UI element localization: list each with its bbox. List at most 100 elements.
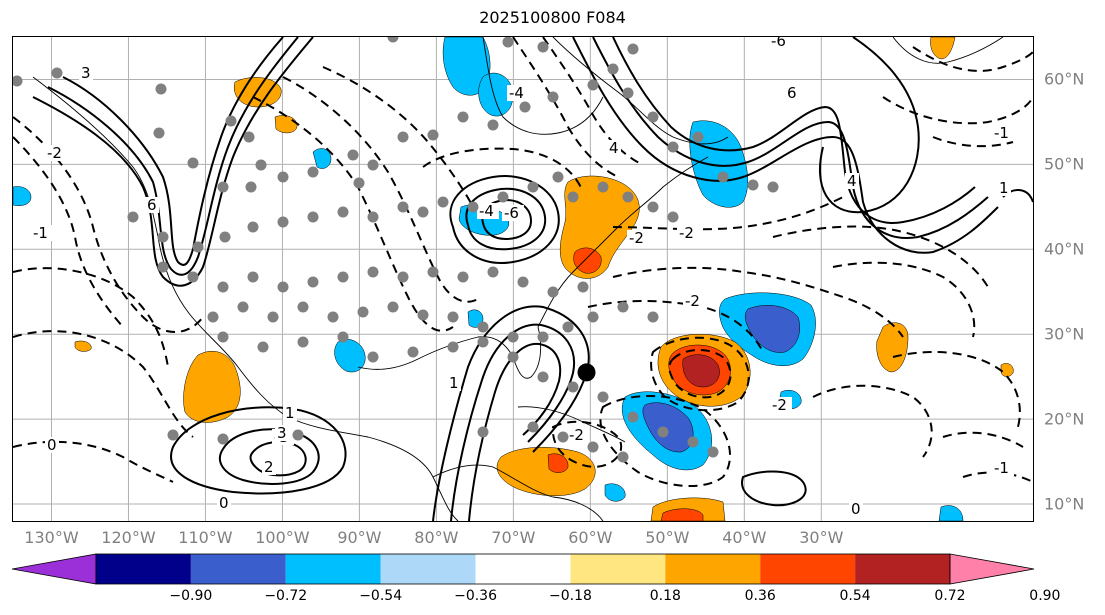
- station-dot: [353, 177, 365, 189]
- station-dot: [487, 266, 499, 278]
- contour-label: -1: [994, 124, 1009, 142]
- contour-label: 1: [999, 179, 1009, 197]
- station-dot: [237, 301, 249, 313]
- latitude-label: 40°N: [1044, 239, 1085, 259]
- shade-medblue-atlantic: [744, 305, 801, 353]
- station-dot: [297, 301, 309, 313]
- contour-label-bg: [447, 375, 461, 391]
- contour-dashed: [599, 395, 732, 488]
- contour-solid: [432, 305, 590, 521]
- contour-solid: [818, 37, 920, 214]
- shade-blue-newfoundland: [689, 120, 748, 208]
- station-dot: [367, 159, 379, 171]
- station-dot: [397, 201, 409, 213]
- station-dot: [597, 391, 609, 403]
- contour-dashed: [942, 431, 1024, 448]
- contour-label: 6: [147, 196, 157, 214]
- station-dot: [51, 67, 63, 79]
- colorbar-segment: [665, 554, 761, 584]
- contour-dashed: [422, 147, 584, 193]
- station-dot: [517, 276, 529, 288]
- station-dot: [292, 429, 304, 441]
- station-dot: [347, 149, 359, 161]
- colorbar-segment: [190, 554, 286, 584]
- station-dot: [747, 179, 759, 191]
- station-dot: [587, 441, 599, 453]
- shade-darkred-hurricane: [682, 354, 720, 388]
- station-dot: [692, 131, 704, 143]
- contour-dashed: [13, 116, 204, 333]
- station-dot: [427, 266, 439, 278]
- contour-label: 3: [277, 424, 287, 442]
- station-dot: [447, 341, 459, 353]
- colorbar-segment: [760, 554, 856, 584]
- station-dot: [622, 87, 634, 99]
- shade-blue-plains: [312, 148, 332, 169]
- station-dot: [507, 331, 519, 343]
- station-dot: [207, 311, 219, 323]
- station-dot: [167, 429, 179, 441]
- contour-label-bg: [507, 85, 529, 101]
- contour-dashed: [542, 37, 644, 166]
- contour-label: -4: [509, 84, 524, 102]
- contour-label: 1: [449, 374, 459, 392]
- shade-orange-west-coast: [183, 351, 241, 423]
- contour-label: 4: [847, 172, 857, 190]
- station-dot: [192, 241, 204, 253]
- station-dot: [707, 446, 719, 458]
- shade-orange-east1: [876, 322, 909, 373]
- shade-blue-west-edge: [13, 186, 32, 206]
- contour-label: -6: [771, 37, 786, 50]
- colorbar-segment: [380, 554, 476, 584]
- contour-label-bg: [785, 85, 799, 101]
- station-dot: [597, 181, 609, 193]
- station-dot: [567, 191, 579, 203]
- contour-label-bg: [217, 495, 231, 511]
- station-dot: [357, 306, 369, 318]
- shade-orange-gulf-mini: [74, 340, 92, 352]
- station-dot: [547, 286, 559, 298]
- contour-label: 2: [264, 458, 274, 476]
- colorbar-tick-label: −0.54: [359, 588, 403, 604]
- contour-label-bg: [477, 203, 499, 219]
- contour-label: 0: [219, 494, 229, 512]
- colorbar-tick-label: 0.54: [839, 588, 871, 604]
- contour-label-bg: [627, 230, 649, 246]
- contour-solid: [481, 198, 533, 241]
- station-dot: [427, 129, 439, 141]
- colorbar-tick-label: 0.36: [744, 588, 776, 604]
- colorbar-segment: [285, 554, 381, 584]
- station-dot: [397, 131, 409, 143]
- station-dot: [337, 206, 349, 218]
- colorbar-segment: [96, 554, 191, 584]
- contour-label-bg: [677, 225, 699, 241]
- contours-dashed: [13, 37, 1033, 488]
- colorbar-extend-max: [949, 553, 1035, 585]
- map-title: 2025100800 F084: [479, 8, 626, 27]
- contour-label-bg: [567, 427, 589, 443]
- coastlines: [32, 37, 1004, 521]
- station-dot: [627, 411, 639, 423]
- station-dot: [217, 331, 229, 343]
- station-dot: [477, 336, 489, 348]
- contour-dashed: [13, 330, 194, 438]
- station-dot: [407, 346, 419, 358]
- longitude-label: 60°W: [568, 528, 613, 547]
- station-dot: [367, 266, 379, 278]
- station-dot: [457, 111, 469, 123]
- contour-label-bg: [849, 501, 863, 517]
- station-dot: [243, 131, 255, 143]
- station-dot: [307, 276, 319, 288]
- station-dot: [547, 91, 559, 103]
- colorbar-tick-label: −0.18: [548, 588, 592, 604]
- contour-solid: [449, 175, 560, 264]
- station-dot: [153, 127, 165, 139]
- station-dot: [157, 231, 169, 243]
- station-dot: [562, 321, 574, 333]
- shade-blue-east2: [938, 505, 964, 521]
- station-dot: [307, 166, 319, 178]
- coastline-hudson: [482, 37, 604, 135]
- contour-label: -2: [685, 292, 700, 310]
- station-dot: [617, 301, 629, 313]
- station-dot: [277, 281, 289, 293]
